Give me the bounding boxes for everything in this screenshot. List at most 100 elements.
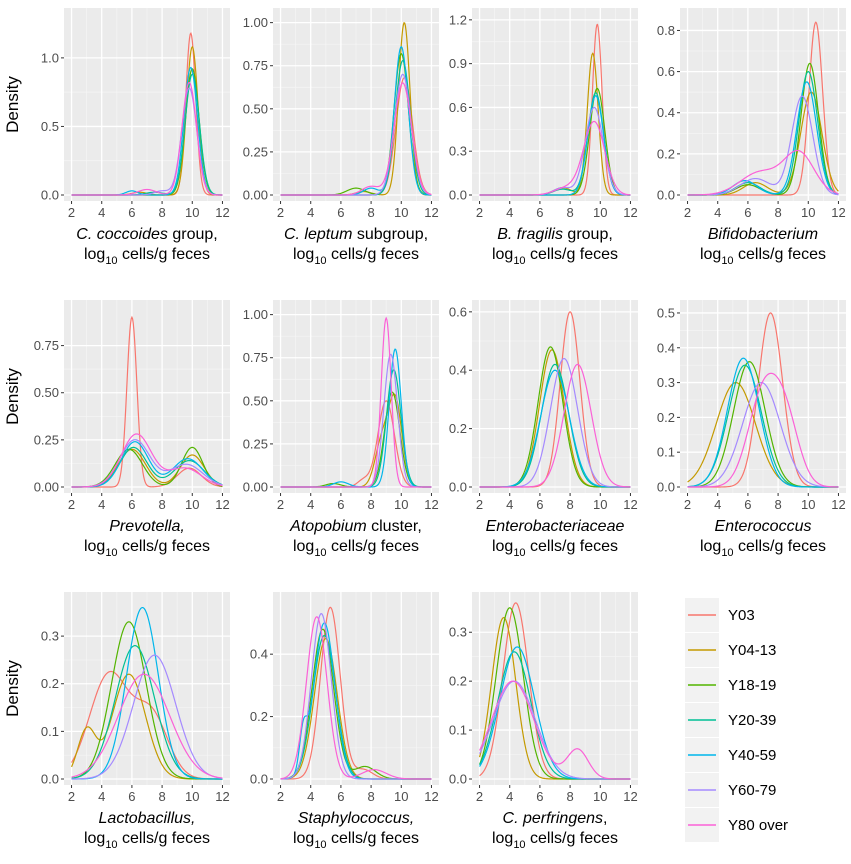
x-tick-label: 12 bbox=[215, 789, 229, 804]
x-tick-label: 12 bbox=[424, 789, 438, 804]
x-tick-label: 4 bbox=[714, 205, 721, 220]
y-axis-label: Density bbox=[3, 660, 22, 717]
x-tick-label: 10 bbox=[801, 497, 815, 512]
x-tick-label: 12 bbox=[215, 497, 229, 512]
legend-label: Y20-39 bbox=[728, 712, 776, 729]
x-tick-label: 8 bbox=[367, 205, 374, 220]
y-tick-label: 0.0 bbox=[449, 188, 467, 203]
x-axis-label-line1: C. perfringens, bbox=[503, 810, 608, 827]
x-tick-label: 2 bbox=[68, 205, 75, 220]
x-tick-label: 2 bbox=[277, 205, 284, 220]
y-tick-label: 0.00 bbox=[34, 480, 59, 495]
x-axis-label-line2: log10 cells/g feces bbox=[293, 538, 419, 559]
x-tick-label: 12 bbox=[215, 205, 229, 220]
x-tick-label: 12 bbox=[424, 205, 438, 220]
y-tick-label: 0.50 bbox=[243, 101, 268, 116]
x-tick-label: 8 bbox=[158, 497, 165, 512]
x-tick-label: 12 bbox=[623, 789, 637, 804]
density-curve-y60-79 bbox=[687, 95, 839, 196]
x-tick-label: 12 bbox=[831, 497, 845, 512]
y-tick-label: 1.0 bbox=[41, 50, 59, 65]
x-tick-label: 4 bbox=[98, 497, 105, 512]
panel-4: 2 4 6 8 10 12 0.00 0.25 0.50 0.75 Prevotella, log10… bbox=[34, 300, 230, 559]
panel-6: 2 4 6 8 10 12 0.0 0.2 0.4 0.6 Enterobacteriaceae lo… bbox=[449, 300, 638, 559]
y-tick-label: 0.75 bbox=[243, 350, 268, 365]
y-tick-label: 0.1 bbox=[41, 724, 59, 739]
density-curve-y80-over bbox=[687, 149, 839, 196]
y-axis-label: Density bbox=[3, 368, 22, 425]
x-tick-label: 2 bbox=[684, 205, 691, 220]
x-axis-label-line1: C. leptum subgroup, bbox=[284, 226, 428, 243]
y-tick-label: 0.2 bbox=[657, 146, 675, 161]
y-tick-label: 0.2 bbox=[250, 709, 268, 724]
y-tick-label: 0.6 bbox=[449, 100, 467, 115]
x-axis-label-line2: log10 cells/g feces bbox=[84, 830, 210, 851]
density-curve-y80-over bbox=[71, 81, 223, 196]
y-tick-label: 0.9 bbox=[449, 56, 467, 71]
y-tick-label: 0.0 bbox=[449, 480, 467, 495]
panel-2: 2 4 6 8 10 12 0.0 0.3 0.6 0.9 1.2 B. fragilis group… bbox=[449, 8, 638, 267]
x-axis-label-line1: Atopobium cluster, bbox=[289, 518, 422, 535]
y-tick-label: 1.00 bbox=[243, 15, 268, 30]
x-axis-label-line2: log10 cells/g feces bbox=[293, 830, 419, 851]
panel-0: 2 4 6 8 10 12 0.0 0.5 1.0 C. coccoides group, log1… bbox=[41, 8, 230, 267]
panel-5: 2 4 6 8 10 12 0.00 0.25 0.50 0.75 1.00 Atopobium cl… bbox=[243, 300, 439, 559]
x-tick-label: 10 bbox=[394, 205, 408, 220]
y-tick-label: 0.4 bbox=[449, 363, 467, 378]
x-tick-label: 8 bbox=[158, 789, 165, 804]
x-tick-label: 4 bbox=[506, 497, 513, 512]
y-tick-label: 0.6 bbox=[657, 64, 675, 79]
x-tick-label: 4 bbox=[98, 789, 105, 804]
density-curve-y80-over bbox=[687, 372, 839, 488]
y-tick-label: 0.4 bbox=[250, 647, 268, 662]
x-tick-label: 6 bbox=[536, 205, 543, 220]
x-tick-label: 2 bbox=[68, 789, 75, 804]
y-tick-label: 0.3 bbox=[41, 629, 59, 644]
x-tick-label: 2 bbox=[277, 789, 284, 804]
x-tick-label: 10 bbox=[185, 497, 199, 512]
density-curve-y80-over bbox=[280, 82, 432, 196]
y-axis-label: Density bbox=[3, 76, 22, 133]
x-tick-label: 12 bbox=[623, 497, 637, 512]
x-tick-label: 6 bbox=[128, 789, 135, 804]
x-axis-label-line1: Bifidobacterium bbox=[708, 226, 818, 243]
y-tick-label: 0.0 bbox=[41, 772, 59, 787]
x-axis-label-line2: log10 cells/g feces bbox=[700, 538, 826, 559]
x-axis-label-line2: log10 cells/g feces bbox=[293, 246, 419, 267]
legend-label: Y60-79 bbox=[728, 782, 776, 799]
x-tick-label: 10 bbox=[185, 205, 199, 220]
y-tick-label: 0.50 bbox=[34, 385, 59, 400]
y-tick-label: 0.75 bbox=[243, 58, 268, 73]
density-curve-y80-over bbox=[71, 673, 223, 779]
x-tick-label: 8 bbox=[774, 497, 781, 512]
density-curve-y80-over bbox=[280, 316, 432, 488]
x-axis-label-line1: Prevotella, bbox=[109, 518, 185, 535]
y-tick-label: 0.5 bbox=[41, 119, 59, 134]
density-curve-y03 bbox=[71, 315, 223, 488]
x-tick-label: 6 bbox=[536, 497, 543, 512]
x-tick-label: 12 bbox=[831, 205, 845, 220]
legend-label: Y04-13 bbox=[728, 642, 776, 659]
x-tick-label: 8 bbox=[367, 497, 374, 512]
y-tick-label: 0.50 bbox=[243, 393, 268, 408]
y-tick-label: 0.4 bbox=[657, 105, 675, 120]
y-tick-label: 0.0 bbox=[41, 188, 59, 203]
y-tick-label: 0.25 bbox=[34, 432, 59, 447]
x-tick-label: 4 bbox=[307, 205, 314, 220]
density-curve-y80-over bbox=[479, 680, 631, 780]
x-tick-label: 4 bbox=[307, 497, 314, 512]
density-curve-y60-79 bbox=[687, 381, 839, 488]
y-tick-label: 0.5 bbox=[657, 305, 675, 320]
x-tick-label: 12 bbox=[424, 497, 438, 512]
x-tick-label: 6 bbox=[337, 205, 344, 220]
y-tick-label: 0.0 bbox=[250, 772, 268, 787]
y-tick-label: 0.8 bbox=[657, 23, 675, 38]
density-curve-y60-79 bbox=[479, 680, 631, 780]
x-tick-label: 10 bbox=[394, 789, 408, 804]
x-tick-label: 2 bbox=[476, 789, 483, 804]
x-tick-label: 4 bbox=[506, 205, 513, 220]
x-axis-label-line1: B. fragilis group, bbox=[497, 226, 613, 243]
density-curve-y80-over bbox=[71, 433, 223, 488]
y-tick-label: 0.25 bbox=[243, 144, 268, 159]
